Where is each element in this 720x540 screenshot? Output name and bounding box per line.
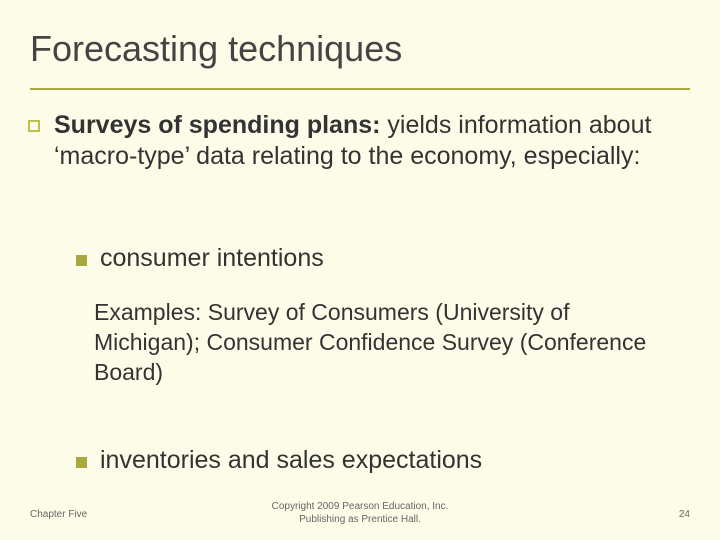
title-underline: [30, 88, 690, 90]
square-filled-icon: [76, 457, 87, 468]
bullet-level1-lead: Surveys of spending plans:: [54, 111, 380, 139]
square-filled-icon: [76, 255, 87, 266]
examples-text: Examples: Survey of Consumers (Universit…: [94, 298, 680, 388]
square-outline-icon: [28, 120, 40, 132]
slide: Forecasting techniques Surveys of spendi…: [0, 0, 720, 540]
slide-title: Forecasting techniques: [30, 28, 402, 70]
bullet-level2-consumer: consumer intentions: [100, 244, 680, 273]
bullet-level2-text: consumer intentions: [100, 244, 324, 272]
bullet-level2-text: inventories and sales expectations: [100, 446, 482, 474]
bullet-level1: Surveys of spending plans: yields inform…: [54, 110, 680, 173]
footer-copyright-line1: Copyright 2009 Pearson Education, Inc.: [272, 501, 449, 512]
footer-copyright: Copyright 2009 Pearson Education, Inc. P…: [0, 501, 720, 526]
bullet-level2-inventories: inventories and sales expectations: [100, 446, 680, 475]
footer-page-number: 24: [679, 509, 690, 520]
footer-copyright-line2: Publishing as Prentice Hall.: [299, 514, 421, 525]
